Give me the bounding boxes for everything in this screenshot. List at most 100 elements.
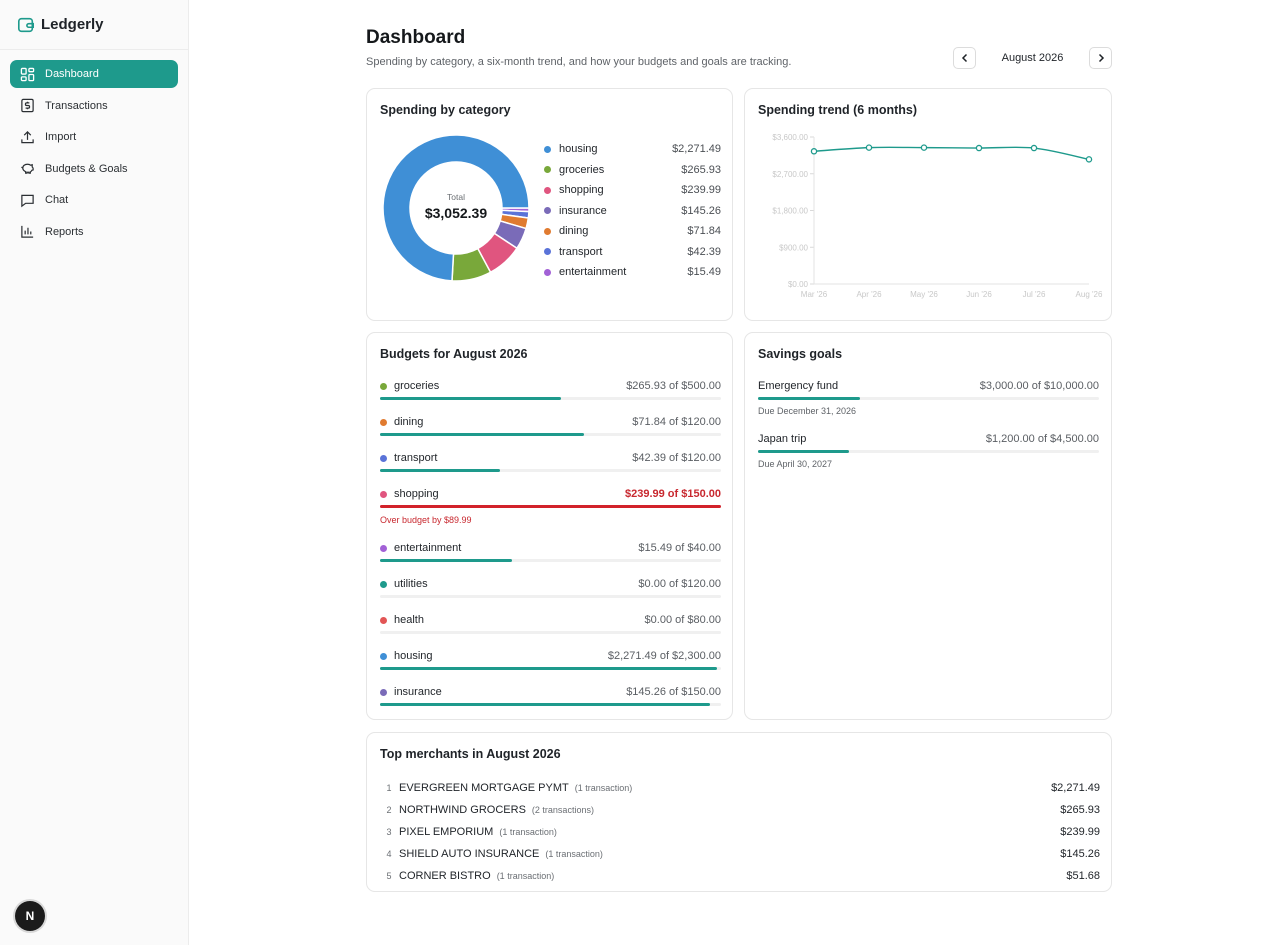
legend-item: insurance $145.26 (544, 201, 721, 222)
nav-label: Transactions (45, 99, 108, 112)
budget-item-utilities[interactable]: utilities $0.00 of $120.00 (380, 577, 721, 613)
legend-value: $145.26 (681, 204, 721, 217)
trend-point[interactable] (865, 144, 873, 151)
piggy-bank-icon (21, 163, 34, 174)
merchant-row[interactable]: 4 SHIELD AUTO INSURANCE (1 transaction) $14… (380, 843, 1100, 865)
grid-icon (20, 67, 35, 81)
savings-goal[interactable]: Japan trip $1,200.00 of $4,500.00 Due Apri… (758, 432, 1099, 485)
merchant-row[interactable]: 1 EVERGREEN MORTGAGE PYMT (1 transaction) $… (380, 777, 1100, 799)
chat-icon (21, 194, 34, 207)
goal-name: Emergency fund (758, 380, 839, 392)
legend-item: shopping $239.99 (544, 180, 721, 201)
app-name: Ledgerly (41, 16, 104, 33)
nav-list: Dashboard Transactions Import Budgets & … (0, 50, 188, 246)
chevron-right-icon (1098, 53, 1104, 63)
budget-progress-fill (380, 397, 562, 400)
budget-progress-fill (380, 469, 501, 472)
budget-item-transport[interactable]: transport $42.39 of $120.00 (380, 451, 721, 487)
budgets-card: Budgets for August 2026 groceries $265.93… (366, 332, 733, 720)
goal-row: Emergency fund $3,000.00 of $10,000.00 (758, 379, 1099, 393)
chevron-left-icon (961, 53, 967, 63)
budget-color-dot (380, 580, 387, 588)
next-month-button[interactable] (1089, 47, 1112, 69)
spending-trend-card: Spending trend (6 months) $0.00 $900.00 $1… (744, 88, 1112, 321)
page-subtitle: Spending by category, a six-month trend,… (366, 56, 792, 68)
budget-list: groceries $265.93 of $500.00 dining $71.84 … (380, 379, 721, 721)
nav-label: Reports (45, 225, 84, 238)
trend-point[interactable] (920, 144, 928, 151)
budget-progress-track (380, 397, 721, 400)
legend-label: groceries (559, 163, 605, 176)
y-tick-label: $1,800.00 (772, 207, 808, 216)
budget-item-entertainment[interactable]: entertainment $15.49 of $40.00 (380, 541, 721, 577)
budget-name: groceries (394, 380, 440, 392)
nav-item-import[interactable]: Import (10, 123, 178, 151)
legend-swatch (544, 145, 551, 153)
budget-amount: $145.26 of $150.00 (626, 686, 721, 698)
merchant-rank: 1 (386, 783, 392, 793)
card-title: Spending trend (6 months) (758, 103, 918, 117)
merchant-rank: 4 (386, 849, 392, 859)
merchant-transaction-count: (1 transaction) (545, 849, 603, 859)
legend-item: groceries $265.93 (544, 160, 721, 181)
budget-item-shopping[interactable]: shopping $239.99 of $150.00 Over budget by… (380, 487, 721, 541)
merchant-amount: $265.93 (1060, 804, 1100, 816)
budget-item-groceries[interactable]: groceries $265.93 of $500.00 (380, 379, 721, 415)
legend-label: shopping (559, 184, 604, 197)
card-title: Spending by category (380, 103, 511, 117)
trend-point[interactable] (975, 144, 983, 152)
budget-progress-track (380, 703, 721, 706)
budget-item-insurance[interactable]: insurance $145.26 of $150.00 (380, 685, 721, 721)
donut-slice-housing[interactable] (382, 134, 530, 282)
month-navigator: August 2026 (953, 47, 1112, 69)
category-legend: housing $2,271.49 groceries $265.93 shopping… (544, 139, 721, 283)
x-tick-label: Jun '26 (966, 290, 992, 299)
legend-label: insurance (559, 204, 607, 217)
trend-point[interactable] (810, 148, 818, 155)
budget-progress-track (380, 631, 721, 634)
donut-total-value: $3,052.39 (424, 205, 488, 221)
trend-point[interactable] (1085, 156, 1093, 163)
budget-item-dining[interactable]: dining $71.84 of $120.00 (380, 415, 721, 451)
x-tick-label: Apr '26 (856, 290, 882, 299)
legend-value: $239.99 (681, 184, 721, 197)
nav-item-transactions[interactable]: Transactions (10, 92, 178, 120)
brand[interactable]: Ledgerly (0, 0, 188, 50)
budget-row: housing $2,271.49 of $2,300.00 (380, 649, 721, 663)
budget-progress-fill (380, 433, 585, 436)
merchant-row[interactable]: 3 PIXEL EMPORIUM (1 transaction) $239.99 (380, 821, 1100, 843)
spending-trend-chart: $0.00 $900.00 $1,800.00 $2,700.00 $3,600.00 M… (772, 133, 1103, 299)
y-tick-label: $900.00 (779, 243, 808, 252)
page-title: Dashboard (366, 27, 466, 48)
budget-progress-track (380, 433, 721, 436)
budget-row: transport $42.39 of $120.00 (380, 451, 721, 465)
budget-item-housing[interactable]: housing $2,271.49 of $2,300.00 (380, 649, 721, 685)
nav-item-chat[interactable]: Chat (10, 186, 178, 214)
budget-row: utilities $0.00 of $120.00 (380, 577, 721, 591)
nav-item-budgets-goals[interactable]: Budgets & Goals (10, 155, 178, 183)
user-avatar[interactable]: N (15, 901, 45, 931)
nav-item-reports[interactable]: Reports (10, 218, 178, 246)
budget-color-dot (380, 688, 387, 696)
budget-color-dot (380, 382, 387, 390)
x-tick-label: Jul '26 (1023, 290, 1046, 299)
legend-swatch (544, 248, 551, 256)
budget-progress-fill (380, 667, 717, 670)
budget-name: utilities (394, 578, 428, 590)
bar-chart-icon (21, 225, 34, 238)
budget-item-health[interactable]: health $0.00 of $80.00 (380, 613, 721, 649)
merchant-row[interactable]: 5 CORNER BISTRO (1 transaction) $51.68 (380, 865, 1100, 887)
savings-goal[interactable]: Emergency fund $3,000.00 of $10,000.00 Due… (758, 379, 1099, 432)
budget-name: dining (394, 416, 424, 428)
previous-month-button[interactable] (953, 47, 976, 69)
merchant-amount: $2,271.49 (1051, 782, 1100, 794)
budget-row: health $0.00 of $80.00 (380, 613, 721, 627)
y-tick-label: $2,700.00 (772, 170, 808, 179)
trend-point[interactable] (1030, 144, 1038, 152)
nav-item-dashboard[interactable]: Dashboard (10, 60, 178, 88)
merchant-row[interactable]: 2 NORTHWIND GROCERS (2 transactions) $265.9… (380, 799, 1100, 821)
goal-progress-fill (758, 450, 850, 453)
legend-value: $2,271.49 (672, 143, 721, 156)
budget-name: shopping (394, 488, 439, 500)
goal-list: Emergency fund $3,000.00 of $10,000.00 Due… (758, 379, 1099, 485)
